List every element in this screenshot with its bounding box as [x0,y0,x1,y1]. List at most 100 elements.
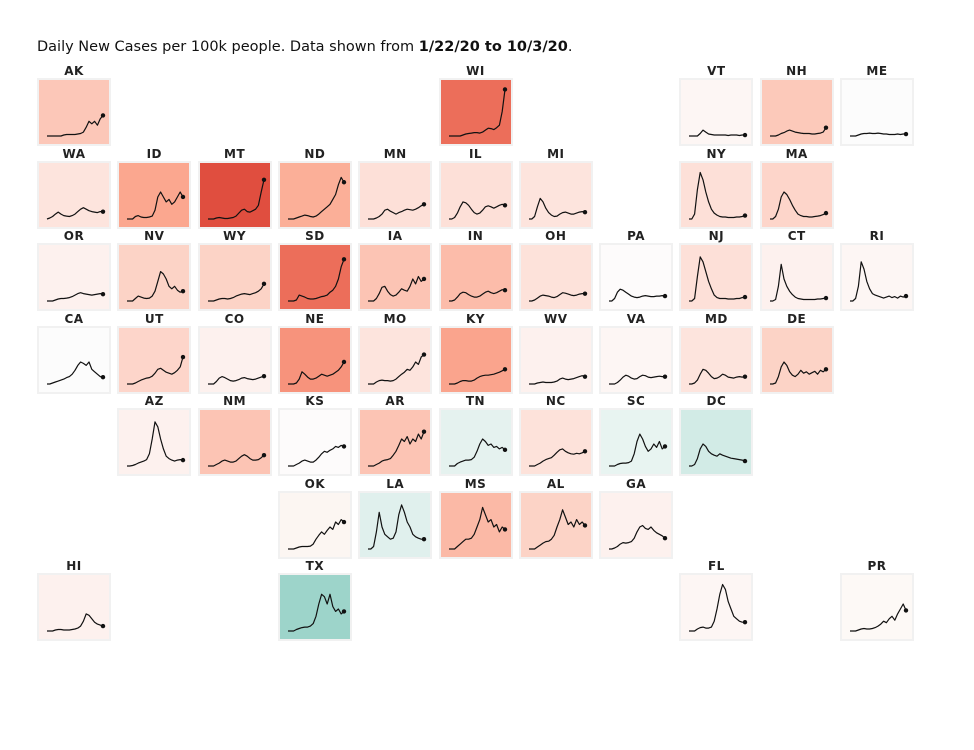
sparkline-endpoint [341,444,347,449]
state-sparkline-panel [679,78,754,146]
state-sparkline-panel [438,160,513,229]
sparkline-svg [689,443,748,467]
sparkline-line [127,421,184,467]
state-tile-nd: ND [277,147,352,229]
sparkline-svg [127,271,186,302]
state-sparkline-panel [277,408,352,476]
sparkline-endpoint [421,351,427,357]
state-label: MN [383,146,407,161]
sparkline-endpoint [823,125,828,130]
state-label: CO [224,311,245,326]
state-sparkline-panel [197,325,272,394]
sparkline-svg [769,263,828,302]
state-sparkline-panel [117,325,192,394]
state-tile-tx: TX [277,559,352,641]
state-label: MI [547,146,565,161]
state-sparkline-panel [599,490,674,559]
state-label: FL [707,559,725,573]
state-sparkline-panel [679,573,754,641]
sparkline-line [368,431,425,467]
sparkline-line [287,444,345,467]
sparkline-svg [368,351,427,385]
sparkline-line [448,89,506,137]
state-sparkline-panel [197,408,272,476]
state-tile-mo: MO [358,311,433,394]
state-tile-nv: NV [117,229,192,311]
state-sparkline-panel [358,490,433,559]
state-sparkline-panel [759,78,834,146]
sparkline-endpoint [743,458,748,464]
sparkline-line [769,263,826,302]
state-sparkline-panel [518,408,593,476]
state-label: AL [546,476,565,491]
state-label: MS [464,476,487,491]
state-label: WY [223,229,247,243]
state-tile-ny: NY [679,146,754,229]
state-sparkline-panel [840,573,914,641]
state-sparkline-panel [358,160,433,229]
state-sparkline-panel [438,78,513,146]
sparkline-endpoint [421,429,427,434]
state-label: NE [305,311,325,326]
sparkline-endpoint [662,293,668,299]
sparkline-line [368,503,425,550]
state-tile-id: ID [117,147,192,229]
state-label: VA [626,311,646,326]
state-tile-oh: OH [518,229,593,311]
state-tile-wv: WV [518,312,593,394]
sparkline-line [769,127,827,137]
sparkline-endpoint [341,359,347,364]
sparkline-line [850,261,907,302]
state-label: WA [62,146,86,161]
sparkline-svg [609,524,668,550]
sparkline-svg [850,603,909,632]
sparkline-line [448,438,505,467]
sparkline-line [47,292,104,302]
sparkline-line [47,360,104,385]
sparkline-line [46,206,103,220]
sparkline-svg [448,288,507,302]
state-sparkline-panel [759,325,834,394]
state-tile-ct: CT [759,229,834,311]
sparkline-svg [368,275,427,302]
state-label: CA [64,311,84,326]
state-tile-sc: SC [599,394,674,476]
state-sparkline-panel [358,325,433,394]
state-label: NY [706,146,727,161]
state-tile-vt: VT [679,64,754,146]
state-label: NM [223,394,247,408]
state-label: TX [305,559,325,573]
state-sparkline-panel [679,243,754,311]
sparkline-line [127,271,184,302]
state-label: SC [626,394,646,408]
sparkline-svg [769,360,828,385]
sparkline-svg [528,291,587,302]
sparkline-svg [689,368,748,385]
state-label: DE [787,311,807,326]
sparkline-endpoint [582,373,587,379]
state-tile-ri: RI [840,229,914,311]
state-tile-hi: HI [37,559,111,641]
state-sparkline-panel [117,160,192,229]
sparkline-svg [689,129,748,138]
sparkline-svg [448,87,507,137]
state-tile-dc: DC [679,394,754,476]
sparkline-svg [528,508,587,550]
state-label: OH [545,229,567,243]
state-label: MO [383,311,407,326]
sparkline-svg [689,256,748,302]
state-tile-ok: OK [277,477,352,559]
state-tile-nc: NC [518,394,593,476]
sparkline-svg [609,373,668,385]
state-sparkline-panel [277,243,352,311]
state-tile-la: LA [358,477,433,559]
sparkline-svg [368,429,427,467]
sparkline-svg [207,453,266,467]
sparkline-svg [127,190,186,220]
state-tile-wi: WI [438,64,513,146]
sparkline-svg [207,373,266,385]
sparkline-endpoint [662,535,668,540]
sparkline-line [689,256,746,302]
sparkline-endpoint [181,289,186,294]
